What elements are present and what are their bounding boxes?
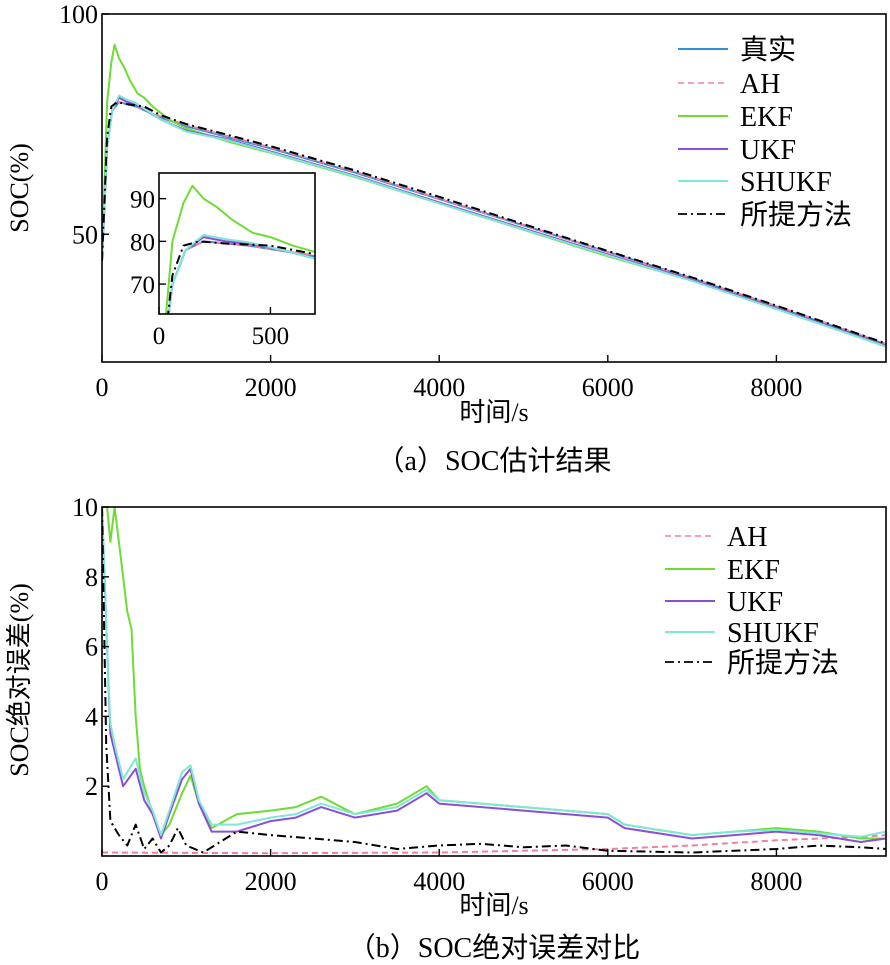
inset-ytick-label: 70 <box>130 272 155 299</box>
legend-b-label-ekf: EKF <box>727 555 780 586</box>
panel-a-xtick-label: 6000 <box>582 373 634 402</box>
legend-a-label-ekf: EKF <box>740 102 793 133</box>
panel-b-ytick-label: 6 <box>85 633 98 662</box>
panel-b-series-ah <box>102 834 886 855</box>
panel-b-plot-lines <box>102 507 886 855</box>
panel-a-caption: （a）SOC估计结果 <box>377 445 612 477</box>
panel-b-series-shukf <box>102 507 886 838</box>
panel-b-xtick-label: 4000 <box>413 867 465 896</box>
panel-b-ylabel: SOC绝对误差(%) <box>5 583 34 777</box>
legend-b-label-ah: AH <box>727 522 767 553</box>
panel-a-inset: 0 500 70 80 90 <box>130 172 316 350</box>
panel-a-xtick-label: 4000 <box>413 373 465 402</box>
panel-a-soc-estimation: 0 2000 4000 6000 8000 50 100 SOC(%) 时间/s （a）SO… <box>5 0 887 477</box>
panel-a-plot-lines <box>102 43 886 348</box>
panel-a-ytick-label: 100 <box>59 0 98 29</box>
panel-a-ylabel: SOC(%) <box>5 143 34 233</box>
panel-b-caption: （b）SOC绝对误差对比 <box>348 932 640 964</box>
inset-plot-lines <box>165 184 315 314</box>
legend-b-label-proposed: 所提方法 <box>727 647 839 679</box>
panel-b-series-ukf <box>102 507 886 843</box>
panel-b-ytick-label: 2 <box>85 772 98 801</box>
inset-xtick-label: 0 <box>153 323 166 350</box>
panel-a-xtick-label: 0 <box>96 373 109 402</box>
inset-ytick-label: 90 <box>130 187 155 214</box>
inset-ytick-label: 80 <box>130 229 155 256</box>
panel-b-xtick-label: 6000 <box>582 867 634 896</box>
panel-b-xtick-label: 0 <box>96 867 109 896</box>
legend-a-label-true: 真实 <box>740 34 796 66</box>
inset-frame <box>158 172 316 315</box>
inset-series-ekf <box>165 184 315 314</box>
panel-a-xlabel: 时间/s <box>459 398 528 427</box>
panel-b-legend: AH EKF UKF SHUKF 所提方法 <box>665 522 839 679</box>
panel-a-axes-frame <box>101 13 887 363</box>
legend-a-label-ukf: UKF <box>740 135 796 166</box>
panel-a-series-proposed <box>102 101 886 345</box>
panel-a-ticks: 0 2000 4000 6000 8000 50 100 <box>59 0 802 402</box>
panel-b-axes-frame <box>101 506 887 857</box>
legend-a-label-ah: AH <box>740 69 780 100</box>
panel-a-legend: 真实 AH EKF UKF SHUKF 所提方法 <box>678 34 852 231</box>
panel-b-xtick-label: 8000 <box>750 867 802 896</box>
inset-ticks: 0 500 70 80 90 <box>130 187 289 350</box>
panel-a-xtick-label: 2000 <box>245 373 297 402</box>
panel-b-ticks: 0 2000 4000 6000 8000 2 4 6 8 10 <box>72 493 802 896</box>
legend-a-label-proposed: 所提方法 <box>740 199 852 231</box>
inset-series-shukf <box>167 234 315 314</box>
panel-a-xtick-label: 8000 <box>750 373 802 402</box>
panel-b-ytick-label: 10 <box>72 493 98 522</box>
panel-b-series-proposed <box>102 507 886 854</box>
legend-b-label-ukf: UKF <box>727 587 783 618</box>
inset-xtick-label: 500 <box>252 323 290 350</box>
panel-b-xlabel: 时间/s <box>459 891 528 920</box>
panel-a-series-shukf <box>102 94 886 348</box>
panel-b-ytick-label: 4 <box>85 702 98 731</box>
panel-b-xtick-label: 2000 <box>245 867 297 896</box>
legend-a-label-shukf: SHUKF <box>740 167 832 198</box>
panel-a-ytick-label: 50 <box>72 220 98 249</box>
panel-b-ytick-label: 8 <box>85 563 98 592</box>
legend-b-label-shukf: SHUKF <box>727 618 819 649</box>
